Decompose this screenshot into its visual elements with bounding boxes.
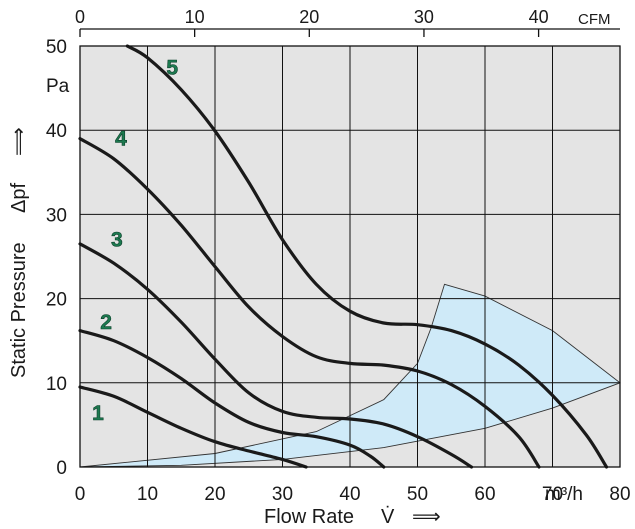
curve-4	[78, 137, 541, 469]
curve-layer	[78, 44, 609, 469]
y-tick-label: 0	[56, 458, 67, 479]
y-axis-symbol: Δpf	[8, 183, 30, 213]
x-tick-label: 10	[137, 484, 158, 505]
y-tick-label: 30	[46, 205, 67, 226]
y-tick-label: 50	[46, 37, 67, 58]
x-tick-label: 20	[204, 484, 225, 505]
x-axis-arrow: ⟹	[412, 506, 441, 528]
y-axis-title-text: Static Pressure	[8, 242, 30, 378]
curve-2	[78, 329, 386, 469]
x-tick-label: 0	[75, 484, 86, 505]
x-tick-label: 50	[407, 484, 428, 505]
top-axis-ticks: 0 10 20 30 40	[75, 7, 549, 37]
x-tick-label: 30	[272, 484, 293, 505]
y-tick-label: 20	[46, 290, 67, 311]
curve-label-5: 5	[166, 57, 178, 80]
curve-label-4: 4	[115, 127, 127, 150]
top-tick-label: 10	[185, 7, 205, 27]
curve-label-1: 1	[92, 402, 104, 425]
curve-label-2: 2	[100, 311, 112, 334]
top-tick-label: 30	[414, 7, 434, 27]
top-tick-label: 40	[529, 7, 549, 27]
x-tick-label: 70	[542, 484, 563, 505]
x-tick-label: 80	[609, 484, 630, 505]
y-axis-title: Static Pressure Δpf ⟹	[8, 127, 30, 378]
x-axis-tick-labels: 0 10 20 30 40 50 60 70 80	[75, 484, 631, 505]
x-tick-label: 60	[474, 484, 495, 505]
y-tick-label: 40	[46, 121, 67, 142]
top-tick-label: 20	[299, 7, 319, 27]
y-axis-tick-labels: 0 10 20 30 40 50	[46, 37, 67, 479]
y-axis-unit: Pa	[46, 76, 70, 97]
y-tick-label: 10	[46, 374, 67, 395]
plot-frame	[79, 45, 621, 468]
top-axis-unit: CFM	[578, 11, 611, 28]
x-axis-unit: m³/h	[545, 484, 583, 505]
x-axis-title-text: Flow Rate	[264, 506, 354, 528]
curve-5	[125, 44, 609, 469]
y-axis-arrow: ⟹	[8, 127, 30, 156]
curve-label-3: 3	[111, 228, 123, 251]
x-axis-title: Flow Rate V̇ ⟹	[264, 506, 441, 528]
curve-3	[78, 242, 474, 469]
x-axis-symbol: V̇	[381, 506, 395, 528]
x-tick-label: 40	[339, 484, 360, 505]
curve-1	[78, 385, 308, 469]
curve-labels: 1 2 3 4 5	[92, 56, 179, 425]
top-tick-label: 0	[75, 7, 85, 27]
